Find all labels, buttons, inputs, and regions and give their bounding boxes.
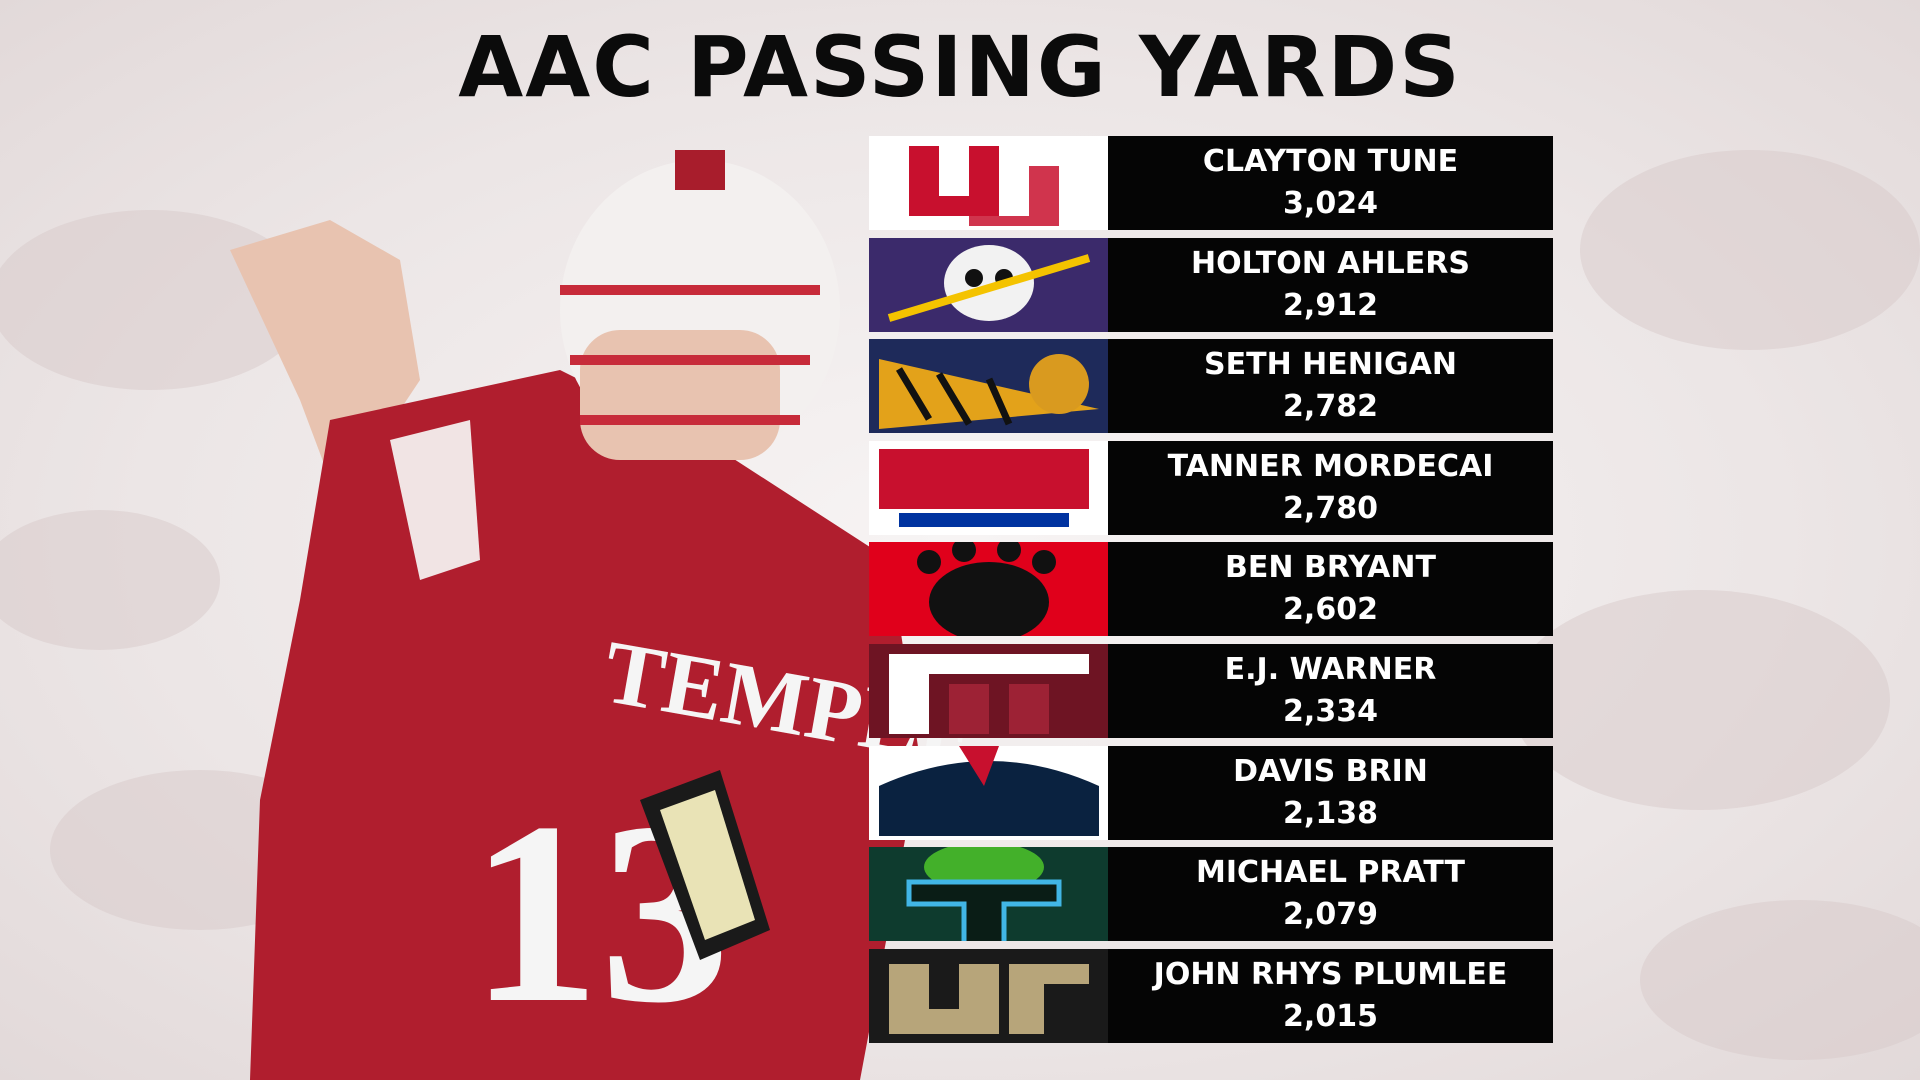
player-name: E.J. WARNER	[1224, 652, 1437, 687]
player-name: MICHAEL PRATT	[1195, 855, 1465, 891]
logo-art	[879, 354, 1099, 430]
player-box: MICHAEL PRATT 2,079	[1108, 847, 1553, 942]
player-box: HOLTON AHLERS 2,912	[1108, 237, 1553, 332]
team-logo	[869, 440, 1108, 535]
player-name: DAVIS BRIN	[1233, 753, 1428, 789]
logo-art	[887, 244, 1091, 322]
logo-art	[909, 146, 1059, 226]
player-name: HOLTON AHLERS	[1191, 245, 1470, 281]
team-logo	[869, 542, 1108, 637]
passing-yards: 2,782	[1283, 389, 1378, 425]
passing-yards: 2,138	[1283, 795, 1378, 831]
team-logo	[869, 745, 1108, 840]
logo-art	[879, 745, 1099, 836]
passing-yards: 2,602	[1283, 592, 1378, 628]
passing-yards: 2,015	[1283, 998, 1378, 1034]
team-logo	[869, 948, 1108, 1043]
team-logo	[869, 237, 1108, 332]
leaderboard-row: E.J. WARNER 2,334	[869, 644, 1553, 738]
title: AAC PASSING YARDS	[458, 18, 1462, 116]
leaderboard-row: BEN BRYANT 2,602	[869, 542, 1553, 637]
leaderboard-row: JOHN RHYS PLUMLEE 2,015	[869, 948, 1553, 1043]
leaderboard-row: TANNER MORDECAI 2,780	[869, 440, 1553, 535]
logo-art	[906, 847, 1062, 942]
player-box: E.J. WARNER 2,334	[1108, 644, 1553, 738]
logo-art	[889, 654, 1089, 734]
passing-yards: 2,334	[1283, 694, 1378, 729]
passing-yards: 2,780	[1283, 490, 1378, 526]
logo-art	[917, 542, 1056, 637]
player-box: TANNER MORDECAI 2,780	[1108, 440, 1553, 535]
leaderboard-row: HOLTON AHLERS 2,912	[869, 237, 1553, 332]
team-logo	[869, 136, 1108, 230]
player-illustration: TEMPLE 13	[230, 150, 988, 1080]
passing-yards: 2,912	[1283, 287, 1378, 323]
team-logo	[869, 644, 1108, 738]
player-box: CLAYTON TUNE 3,024	[1108, 136, 1553, 230]
player-box: SETH HENIGAN 2,782	[1108, 339, 1553, 434]
player-name: CLAYTON TUNE	[1202, 144, 1459, 179]
player-box: JOHN RHYS PLUMLEE 2,015	[1108, 948, 1553, 1043]
logo-art	[889, 963, 1089, 1034]
leaderboard-row: MICHAEL PRATT 2,079	[869, 847, 1553, 942]
passing-yards: 2,079	[1283, 897, 1378, 933]
player-name: BEN BRYANT	[1225, 550, 1436, 586]
player-box: DAVIS BRIN 2,138	[1108, 745, 1553, 840]
team-logo	[869, 339, 1108, 434]
player-name: SETH HENIGAN	[1204, 347, 1457, 383]
player-name: JOHN RHYS PLUMLEE	[1153, 956, 1508, 992]
leaderboard-row: CLAYTON TUNE 3,024	[869, 136, 1553, 230]
player-box: BEN BRYANT 2,602	[1108, 542, 1553, 637]
player-name: TANNER MORDECAI	[1167, 448, 1494, 484]
passing-yards: 3,024	[1283, 186, 1378, 221]
team-logo	[869, 847, 1108, 942]
leaderboard-row: SETH HENIGAN 2,782	[869, 339, 1553, 434]
logo-art	[879, 448, 1089, 527]
leaderboard-row: DAVIS BRIN 2,138	[869, 745, 1553, 840]
